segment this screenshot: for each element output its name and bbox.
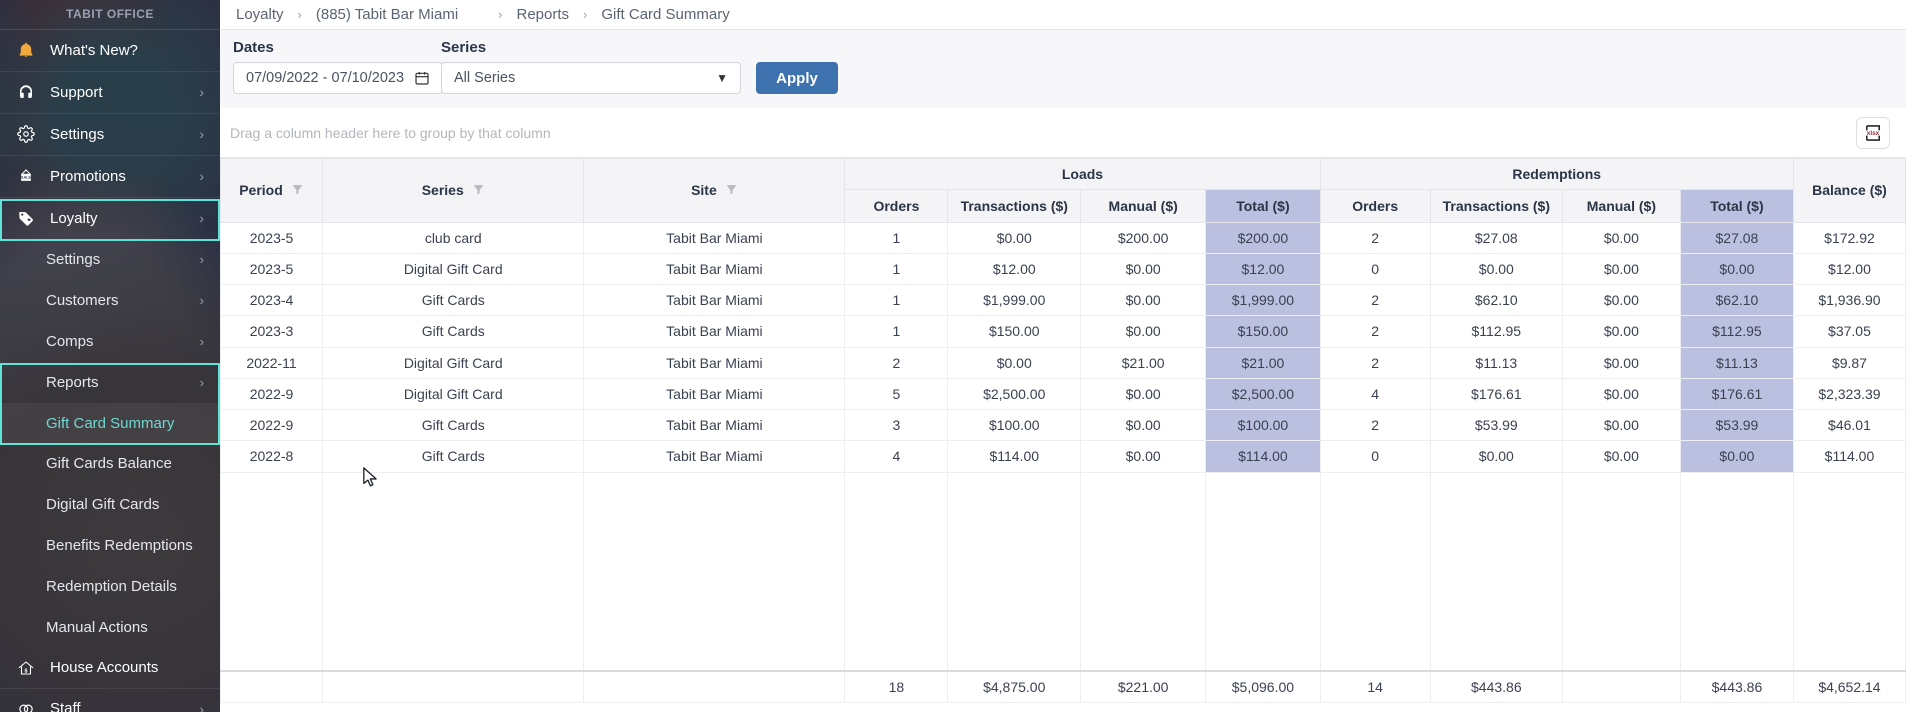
svg-text:SALE: SALE bbox=[21, 175, 32, 179]
svg-text:$: $ bbox=[25, 668, 28, 674]
svg-text:xlsx: xlsx bbox=[1867, 131, 1880, 138]
